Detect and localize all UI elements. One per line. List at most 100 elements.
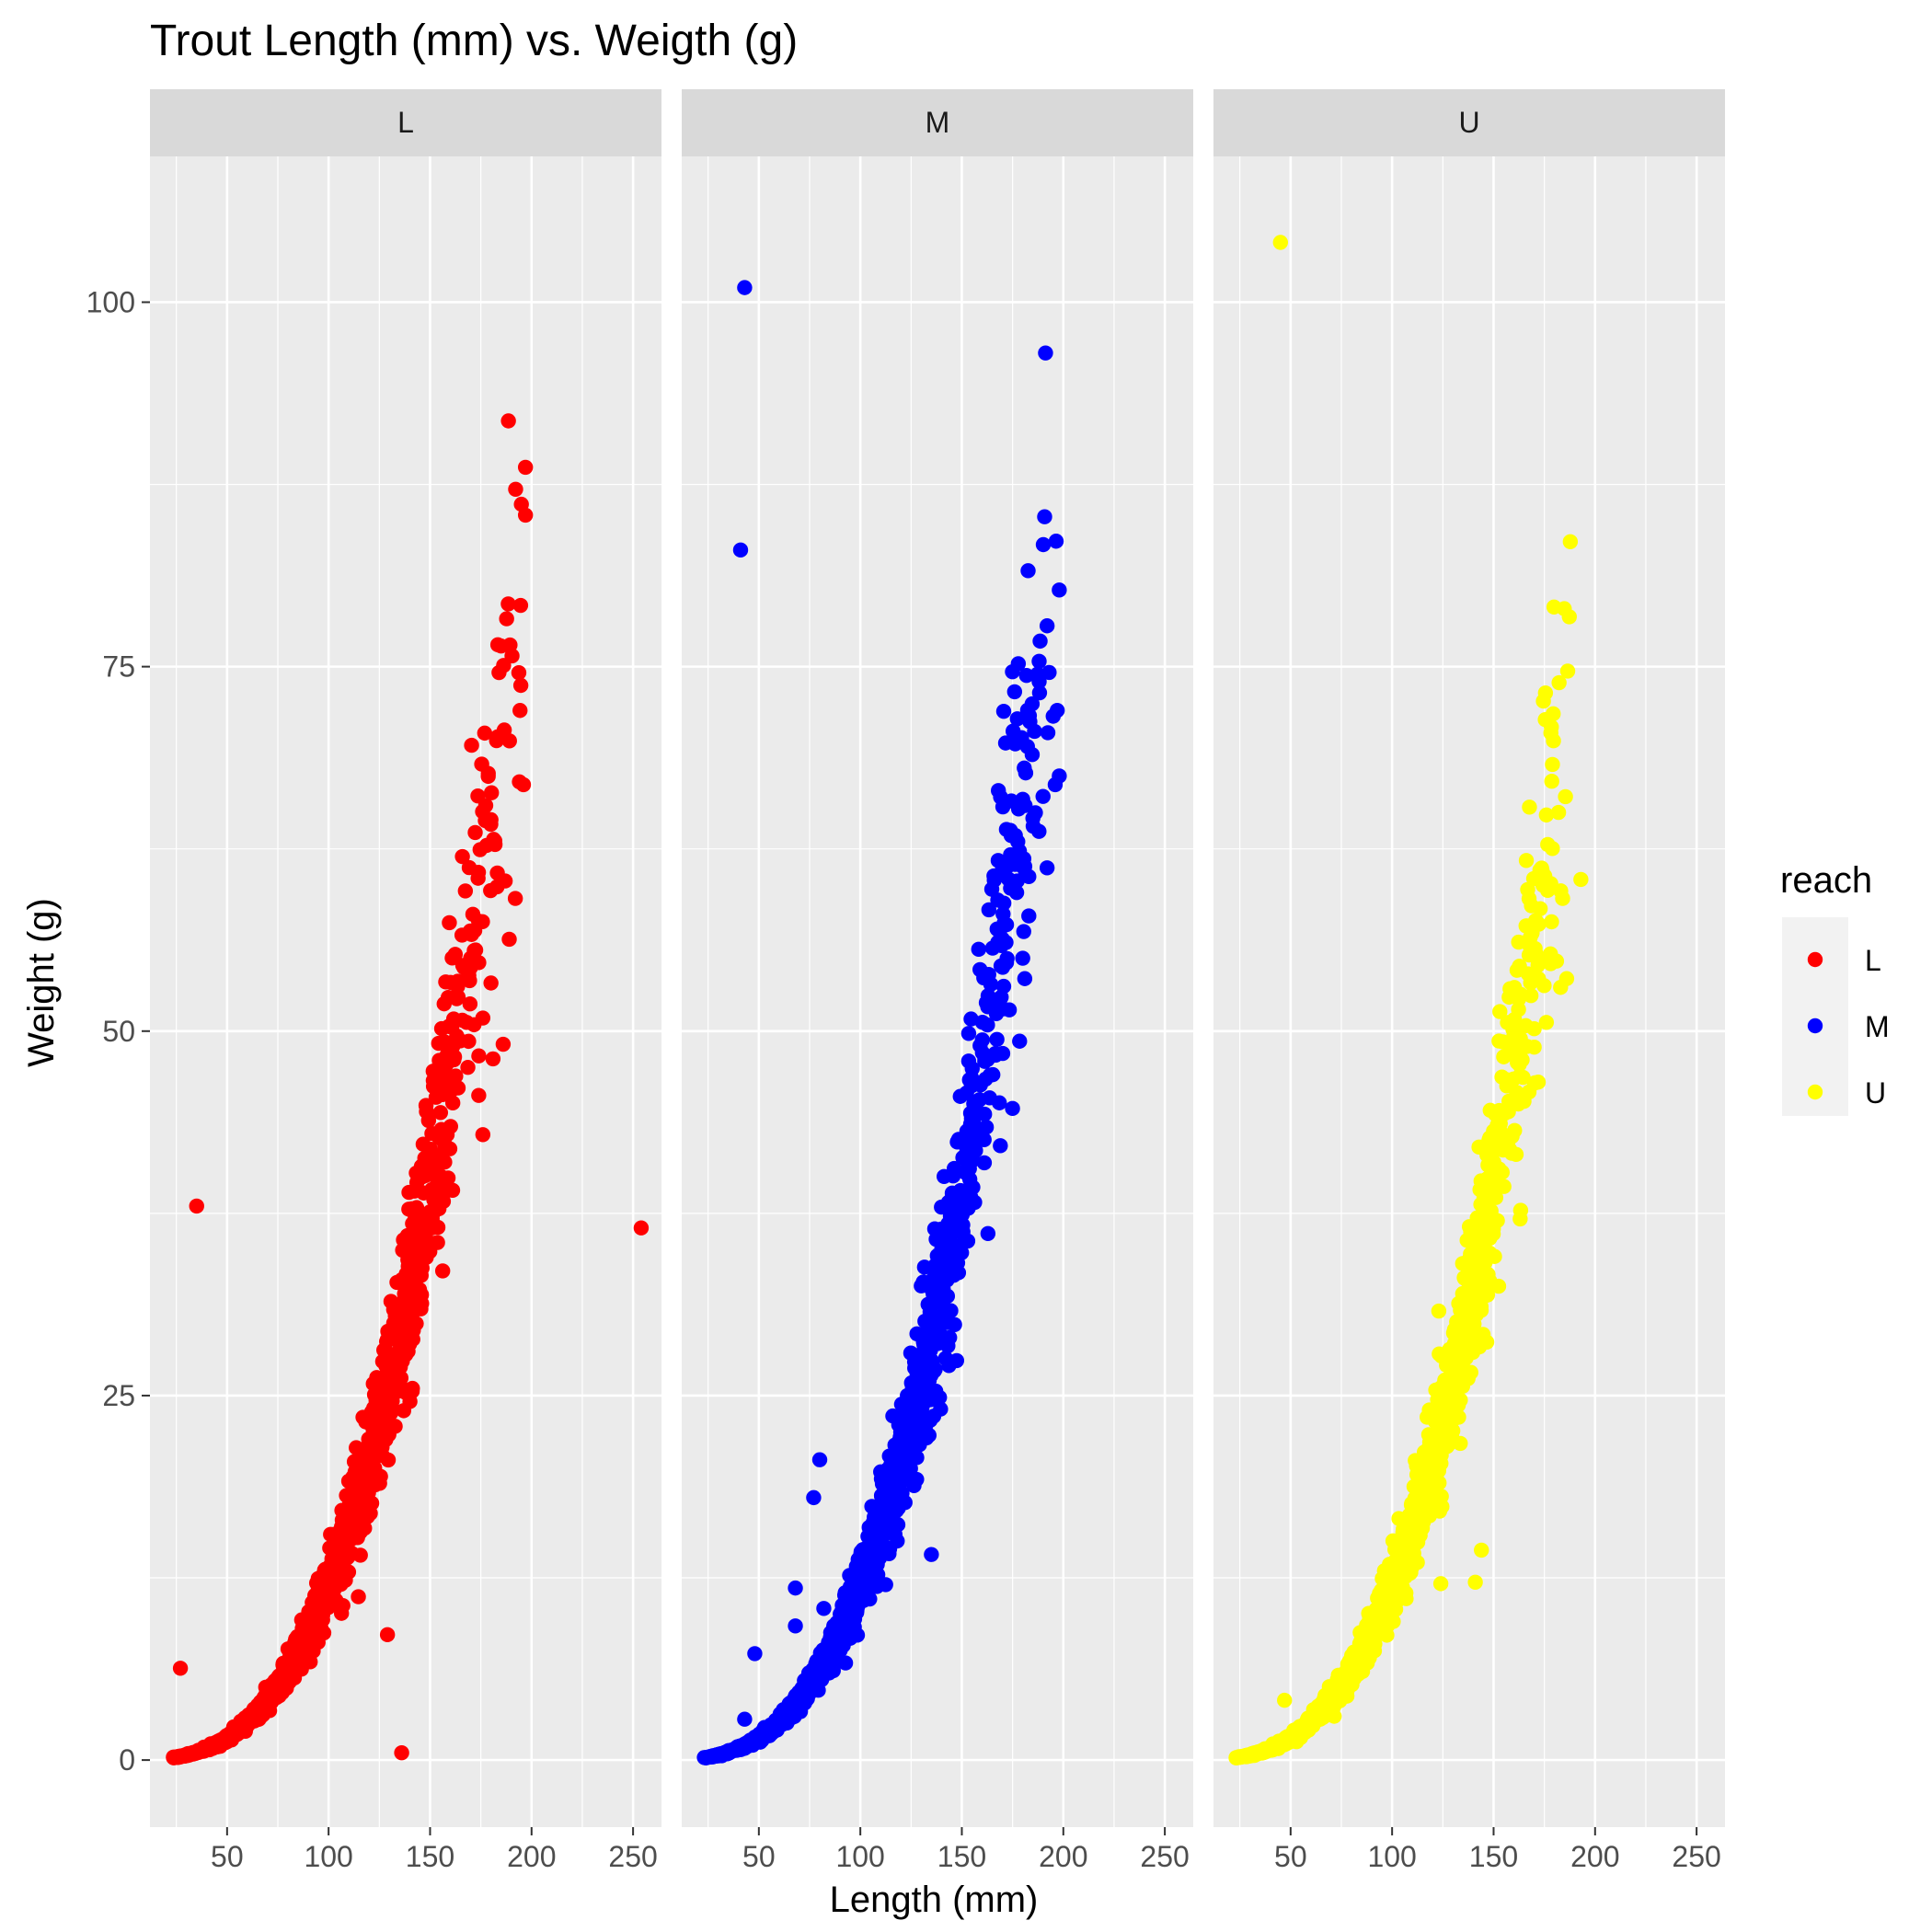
facet-panel-U: U [1213,89,1725,1827]
data-point [349,1440,364,1455]
data-point [390,1320,406,1336]
facet-panel-M: M [682,89,1193,1827]
data-point [1005,723,1021,739]
data-point [1544,914,1559,930]
data-point [424,1217,441,1234]
x-tick-label: 250 [1140,1840,1189,1873]
data-point [1530,957,1546,973]
x-tick-label: 50 [1274,1840,1307,1873]
data-point [890,1517,906,1533]
data-point [1445,1358,1461,1374]
data-point [990,892,1006,908]
data-point [1003,846,1018,863]
legend-keys-background [1782,917,1848,1116]
data-point [1466,1259,1482,1275]
data-point [1551,674,1567,691]
data-point [1419,1409,1435,1425]
data-point [1037,509,1052,524]
data-point [351,1589,366,1604]
data-point [402,1394,418,1409]
data-point [944,1190,960,1206]
data-point [843,1579,858,1594]
x-tick-label: 100 [304,1840,352,1873]
data-point [1041,664,1057,681]
series-U [1228,235,1589,1765]
data-point [432,1105,449,1121]
data-point [335,1524,351,1539]
data-point [1496,1049,1512,1064]
data-point [460,1059,476,1075]
data-point [1530,1075,1547,1090]
data-point [311,1606,328,1622]
data-point [1545,756,1560,773]
data-point [1001,1002,1018,1018]
data-point [1477,1213,1493,1229]
data-point [903,1416,919,1432]
x-tick-label: 250 [1672,1840,1720,1873]
data-point [365,1419,382,1434]
data-point [466,923,483,938]
data-point [916,1358,933,1374]
data-point [1242,1747,1259,1764]
data-point [873,1506,889,1522]
data-point [963,1011,979,1027]
x-tick-label: 200 [1570,1840,1619,1873]
data-point [431,1172,446,1188]
data-point [994,937,1009,954]
data-point [1436,1389,1452,1405]
data-point [500,596,516,612]
x-tick-label: 150 [406,1840,454,1873]
data-point [507,891,523,906]
data-point [1511,1019,1526,1035]
data-point [475,1127,491,1143]
data-point [1352,1643,1369,1659]
data-point [909,1394,926,1409]
data-point [500,413,516,429]
data-point [511,664,527,681]
data-point [1361,1624,1377,1639]
data-point [1512,958,1527,974]
data-point [989,1031,1005,1048]
data-point [1016,924,1031,939]
data-point [425,1064,442,1079]
data-point [1497,1106,1512,1121]
data-point [995,799,1011,815]
data-point [363,1404,380,1420]
x-tick-label: 50 [742,1840,776,1873]
legend-label: L [1865,944,1881,977]
data-point [416,1185,431,1201]
data-point [967,1194,983,1211]
data-point [811,1452,828,1467]
data-point [425,1078,442,1095]
data-point [316,1567,332,1583]
data-point [1467,1574,1483,1590]
data-point [220,1727,236,1743]
data-point [442,914,457,931]
data-point [425,1206,441,1222]
data-point [927,1326,944,1341]
data-point [458,1015,475,1030]
data-point [1431,1303,1447,1319]
data-point [995,703,1012,719]
legend-label: M [1865,1010,1890,1043]
data-point [1526,1040,1542,1055]
legend-label: U [1865,1076,1886,1110]
data-point [517,507,534,523]
data-point [1031,673,1047,690]
data-point [359,1466,374,1482]
data-point [988,1006,1005,1021]
data-point [982,1067,998,1083]
data-point [1511,1096,1526,1112]
data-point [1027,723,1042,740]
legend-key [1807,1018,1823,1034]
x-axis-title: Length (mm) [830,1880,1039,1920]
data-point [995,860,1010,877]
data-point [1526,1021,1542,1037]
data-point [971,941,986,958]
data-point [450,989,466,1006]
data-point [1479,1287,1496,1303]
data-point [413,1158,430,1174]
data-point [1421,1434,1438,1450]
x-tick-label: 100 [1367,1840,1416,1873]
data-point [974,1032,990,1048]
